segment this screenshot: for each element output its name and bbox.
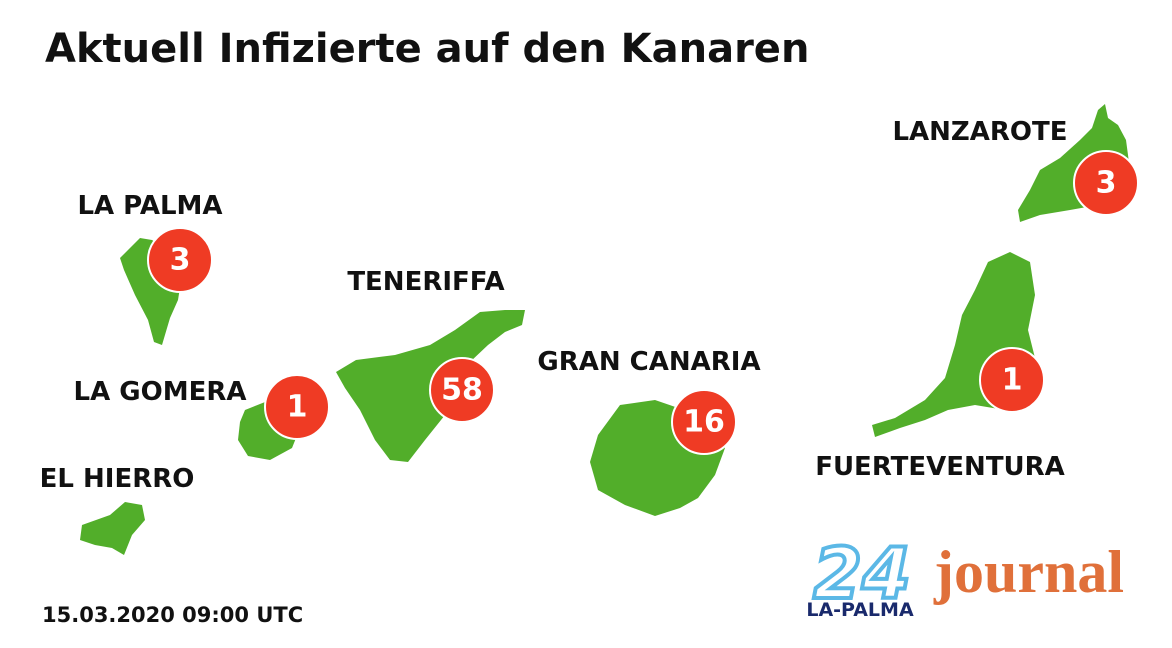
island-name: LANZAROTE [892, 117, 1067, 147]
island-name: TENERIFFA [347, 267, 504, 297]
case-marker [429, 357, 495, 423]
case-count: 3 [1096, 166, 1117, 201]
case-marker [147, 227, 213, 293]
case-marker [264, 374, 330, 440]
case-count: 1 [1002, 363, 1023, 398]
island-shape [80, 502, 145, 555]
island-name: EL HIERRO [40, 464, 195, 494]
island-name: GRAN CANARIA [537, 347, 760, 377]
island-name: LA PALMA [77, 191, 222, 221]
case-count: 1 [287, 390, 308, 425]
case-count: 58 [441, 373, 483, 408]
case-count: 3 [170, 243, 191, 278]
case-count: 16 [683, 405, 725, 440]
title: Aktuell Infizierte auf den Kanaren [45, 26, 809, 72]
logo-number: 24 [813, 533, 910, 615]
island-name: LA GOMERA [74, 377, 247, 407]
timestamp: 15.03.2020 09:00 UTC [42, 603, 303, 627]
logo-site: LA-PALMA [806, 599, 914, 621]
island-name: FUERTEVENTURA [815, 452, 1065, 482]
case-marker [671, 389, 737, 455]
case-marker [1073, 150, 1139, 216]
logo-brand: journal [933, 539, 1124, 605]
case-marker [979, 347, 1045, 413]
